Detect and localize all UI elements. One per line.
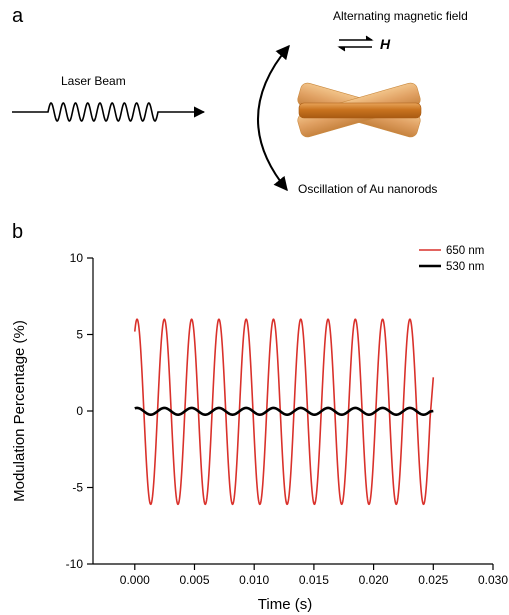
- y-tick-label: 5: [76, 328, 83, 342]
- panel-b-label: b: [12, 221, 23, 243]
- chart-legend: 650 nm 530 nm: [419, 245, 484, 273]
- y-ticks: -10 -5 0 5 10: [66, 251, 93, 571]
- au-nanorods-illustration: [297, 82, 422, 138]
- x-tick-label: 0.020: [359, 573, 389, 587]
- x-axis-title: Time (s): [258, 596, 312, 613]
- y-tick-label: -10: [66, 557, 84, 571]
- series-line-650-nm: [133, 318, 435, 506]
- alternating-arrows-icon: [337, 35, 374, 52]
- field-label: Alternating magnetic field: [333, 9, 468, 23]
- series-line-530-nm: [133, 406, 434, 416]
- y-axis-title: Modulation Percentage (%): [11, 320, 28, 502]
- legend-label: 530 nm: [446, 261, 484, 273]
- oscillation-label: Oscillation of Au nanorods: [298, 182, 437, 196]
- x-tick-label: 0.000: [120, 573, 150, 587]
- chart-series: [133, 318, 435, 506]
- laser-beam: Laser Beam: [12, 74, 206, 122]
- laser-wave: [12, 102, 206, 122]
- y-tick-label: 10: [70, 251, 84, 265]
- x-ticks: 0.000 0.005 0.010 0.015 0.020 0.025 0.030: [120, 564, 508, 587]
- h-field-symbol: H: [380, 36, 391, 52]
- x-tick-label: 0.015: [299, 573, 329, 587]
- laser-beam-label: Laser Beam: [61, 74, 126, 88]
- panel-a: a Laser Beam Alternating magnetic field …: [12, 5, 468, 196]
- x-tick-label: 0.010: [239, 573, 269, 587]
- x-tick-label: 0.025: [418, 573, 448, 587]
- oscillation-arrow: [257, 44, 290, 192]
- legend-label: 650 nm: [446, 245, 484, 257]
- panel-a-label: a: [12, 5, 24, 27]
- y-tick-label: 0: [76, 404, 83, 418]
- x-tick-label: 0.030: [478, 573, 508, 587]
- y-tick-label: -5: [72, 481, 83, 495]
- x-tick-label: 0.005: [179, 573, 209, 587]
